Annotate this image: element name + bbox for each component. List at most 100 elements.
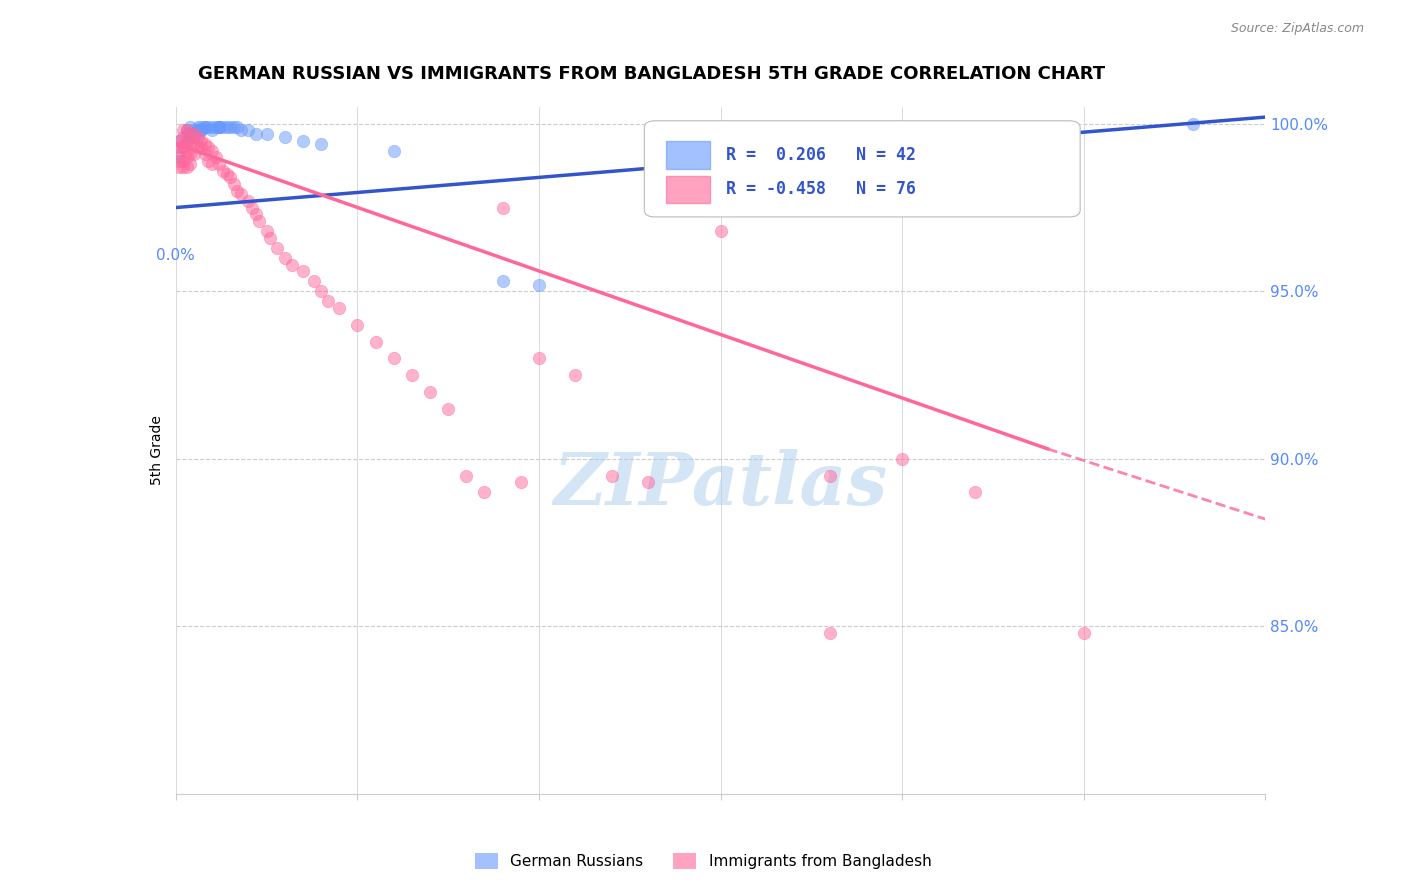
Point bbox=[186, 140, 209, 154]
Point bbox=[219, 120, 242, 135]
Point bbox=[256, 224, 278, 238]
Point bbox=[256, 127, 278, 141]
Point bbox=[564, 368, 586, 382]
Point bbox=[183, 127, 205, 141]
Bar bbox=[666, 176, 710, 203]
Point bbox=[382, 144, 405, 158]
Point bbox=[291, 134, 314, 148]
Point bbox=[456, 468, 478, 483]
Text: GERMAN RUSSIAN VS IMMIGRANTS FROM BANGLADESH 5TH GRADE CORRELATION CHART: GERMAN RUSSIAN VS IMMIGRANTS FROM BANGLA… bbox=[197, 65, 1105, 83]
Point bbox=[231, 187, 253, 202]
Text: 0.0%: 0.0% bbox=[156, 248, 195, 263]
Text: Source: ZipAtlas.com: Source: ZipAtlas.com bbox=[1230, 22, 1364, 36]
Point bbox=[527, 277, 550, 292]
Point bbox=[266, 241, 288, 255]
Point bbox=[238, 194, 260, 208]
Point bbox=[419, 384, 441, 399]
Point bbox=[208, 120, 231, 135]
Point bbox=[183, 136, 205, 151]
Point bbox=[169, 147, 191, 161]
Point bbox=[215, 120, 238, 135]
Point bbox=[194, 120, 217, 135]
Point bbox=[176, 134, 198, 148]
Point bbox=[179, 127, 201, 141]
Point bbox=[190, 123, 212, 137]
Point bbox=[183, 147, 205, 161]
Point bbox=[172, 130, 194, 145]
Bar bbox=[666, 141, 710, 169]
Point bbox=[179, 127, 201, 141]
Point bbox=[197, 140, 219, 154]
Point bbox=[328, 301, 350, 315]
Point bbox=[382, 351, 405, 366]
Point bbox=[222, 177, 245, 191]
Point bbox=[245, 127, 267, 141]
Point bbox=[208, 157, 231, 171]
Point bbox=[194, 120, 217, 135]
Point bbox=[176, 127, 198, 141]
Point bbox=[169, 153, 191, 168]
Text: R =  0.206   N = 42: R = 0.206 N = 42 bbox=[725, 146, 917, 164]
Point bbox=[891, 451, 914, 466]
Point bbox=[172, 140, 194, 154]
Point bbox=[245, 207, 267, 221]
Point bbox=[190, 134, 212, 148]
Legend: German Russians, Immigrants from Bangladesh: German Russians, Immigrants from Banglad… bbox=[468, 847, 938, 875]
Point bbox=[309, 285, 332, 299]
Point bbox=[169, 134, 191, 148]
Point bbox=[600, 468, 623, 483]
Point bbox=[302, 274, 325, 288]
Point bbox=[172, 123, 194, 137]
Point bbox=[176, 123, 198, 137]
Point bbox=[190, 140, 212, 154]
Point bbox=[240, 201, 263, 215]
Point bbox=[492, 201, 515, 215]
Point bbox=[208, 120, 231, 135]
Point bbox=[492, 274, 515, 288]
Point bbox=[176, 150, 198, 164]
Point bbox=[509, 475, 531, 490]
Point bbox=[169, 150, 191, 164]
Point bbox=[172, 153, 194, 168]
Point bbox=[219, 170, 242, 185]
Point bbox=[710, 224, 733, 238]
Point bbox=[190, 120, 212, 135]
Point bbox=[247, 214, 270, 228]
Point bbox=[222, 120, 245, 135]
Point bbox=[318, 294, 340, 309]
Point bbox=[179, 120, 201, 135]
Point bbox=[197, 120, 219, 135]
Point bbox=[176, 161, 198, 175]
Point bbox=[1073, 626, 1095, 640]
Point bbox=[346, 318, 368, 332]
Text: ZIPatlas: ZIPatlas bbox=[554, 450, 887, 520]
Text: R = -0.458   N = 76: R = -0.458 N = 76 bbox=[725, 180, 917, 198]
Point bbox=[281, 258, 304, 272]
Point bbox=[172, 161, 194, 175]
Point bbox=[190, 123, 212, 137]
Point bbox=[186, 127, 209, 141]
Point bbox=[176, 123, 198, 137]
Point bbox=[437, 401, 460, 416]
Point bbox=[215, 167, 238, 181]
Point bbox=[204, 120, 226, 135]
Point bbox=[179, 130, 201, 145]
Point bbox=[201, 157, 224, 171]
Y-axis label: 5th Grade: 5th Grade bbox=[150, 416, 165, 485]
Point bbox=[169, 140, 191, 154]
Point bbox=[259, 230, 281, 244]
Point bbox=[169, 134, 191, 148]
Point bbox=[527, 351, 550, 366]
Point bbox=[172, 140, 194, 154]
Point bbox=[176, 134, 198, 148]
Point bbox=[364, 334, 387, 349]
Point bbox=[208, 120, 231, 135]
Point bbox=[226, 184, 249, 198]
Point bbox=[474, 485, 496, 500]
Point bbox=[204, 150, 226, 164]
Point bbox=[963, 485, 986, 500]
Point bbox=[201, 123, 224, 137]
Point bbox=[179, 136, 201, 151]
Point bbox=[1181, 117, 1204, 131]
Point bbox=[212, 120, 235, 135]
